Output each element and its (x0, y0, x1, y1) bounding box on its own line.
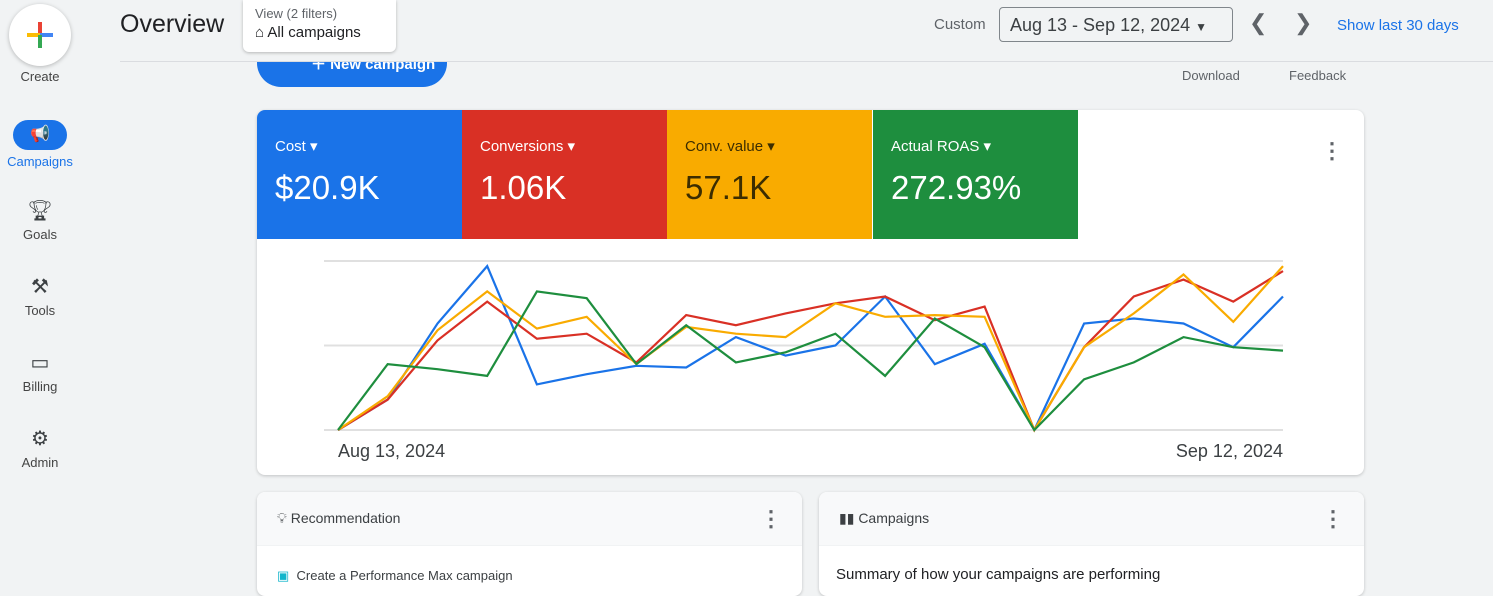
show-last-30-days-link[interactable]: Show last 30 days (1337, 17, 1459, 34)
new-campaign-button[interactable]: ＋ New campaign (257, 56, 447, 87)
x-end-label: Sep 12, 2024 (1175, 441, 1283, 461)
series-line-conversions (337, 270, 1284, 433)
metric-conversions[interactable]: Conversions ▾ 1.06K (462, 110, 667, 239)
sidebar-item-billing[interactable]: ▭ Billing (0, 350, 80, 394)
sidebar-item-goals[interactable]: 🏆︎ Goals (0, 198, 80, 242)
value: 1.06K (480, 169, 567, 206)
metric-cost[interactable]: Cost ▾ $20.9K (257, 110, 462, 239)
label: Cost (275, 138, 306, 155)
more-icon[interactable]: ⋮ (760, 506, 782, 531)
sidebar-item-tools[interactable]: ⚒ Tools (0, 274, 80, 318)
more-icon[interactable]: ⋮ (1321, 138, 1343, 163)
label: Admin (21, 455, 59, 470)
sidebar-item-admin[interactable]: ⚙ Admin (0, 426, 80, 470)
series-line-actual-roas (337, 290, 1284, 432)
feedback-button[interactable]: Feedback (1289, 68, 1347, 83)
value: 57.1K (685, 169, 772, 206)
divider (120, 61, 1493, 62)
label: Create a Performance Max campaign (296, 568, 513, 583)
sidebar-item-campaigns[interactable]: 📢 Campaigns (0, 120, 80, 169)
home-icon: ⌂ (255, 24, 265, 41)
value: 272.93% (891, 169, 1022, 206)
gear-icon: ⚙ (31, 428, 49, 450)
trophy-icon: 🏆︎ (27, 200, 53, 222)
performance-max-icon: ▣ (277, 568, 290, 583)
x-start-label: Aug 13, 2024 (338, 441, 446, 461)
card-title: Campaigns (858, 510, 930, 526)
caret-down-icon: ▼ (1195, 20, 1208, 34)
prev-icon[interactable]: ❮ (1249, 10, 1268, 35)
credit-card-icon: ▭ (30, 352, 50, 374)
view-filter[interactable]: View (2 filters) ⌂ All campaigns (243, 0, 396, 52)
label: Campaigns (7, 154, 73, 169)
date-range-select[interactable]: Aug 13 - Sep 12, 2024 ▼ (999, 7, 1233, 42)
date-range-value: Aug 13 - Sep 12, 2024 (1010, 15, 1191, 35)
label: Actual ROAS (891, 138, 980, 155)
view-label: View (2 filters) (255, 6, 338, 21)
campaigns-summary: Summary of how your campaigns are perfor… (836, 566, 1161, 583)
recommendation-item[interactable]: ▣ Create a Performance Max campaign (257, 546, 802, 596)
label: New campaign (330, 56, 436, 73)
label: Tools (24, 303, 56, 318)
next-icon[interactable]: ❯ (1294, 10, 1313, 35)
label: Billing (22, 379, 58, 394)
plus-icon (27, 22, 53, 48)
view-value: All campaigns (267, 24, 361, 41)
recommendation-card: 💡︎ Recommendation ⋮ ▣ Create a Performanc… (257, 492, 802, 596)
metric-conv-value[interactable]: Conv. value ▾ 57.1K (667, 110, 872, 239)
value: $20.9K (275, 169, 380, 206)
page-title: Overview (120, 10, 225, 38)
custom-label: Custom (934, 16, 986, 33)
download-button[interactable]: Download (1182, 68, 1240, 83)
label: Conv. value (685, 138, 764, 155)
create-label: Create (20, 69, 60, 84)
tools-icon: ⚒ (31, 276, 49, 298)
bar-chart-icon: ▮▮ (839, 510, 855, 526)
lightbulb-icon: 💡︎ (277, 510, 287, 526)
series-line-conv-value (337, 265, 1284, 433)
series-line-cost (337, 264, 1284, 433)
metric-actual-roas[interactable]: Actual ROAS ▾ 272.93% (873, 110, 1078, 239)
megaphone-icon: 📢 (13, 120, 67, 150)
create-button[interactable] (9, 4, 71, 66)
campaigns-card: ▮▮ Campaigns ⋮ Summary of how your campai… (819, 492, 1364, 596)
performance-chart (324, 260, 1284, 433)
card-title: Recommendation (290, 510, 401, 526)
label: Goals (23, 227, 57, 242)
more-icon[interactable]: ⋮ (1322, 506, 1344, 531)
label: Conversions (480, 138, 564, 155)
